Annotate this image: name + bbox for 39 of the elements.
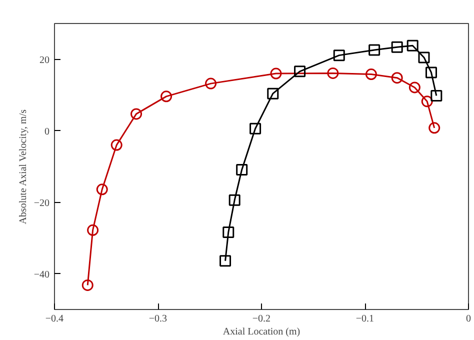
point bbox=[250, 122, 262, 134]
y-tick-label: −20 bbox=[34, 198, 50, 209]
y-axis-title: Absolute Axial Velocity, m/s bbox=[18, 109, 29, 224]
point bbox=[270, 68, 282, 80]
point bbox=[222, 226, 234, 238]
point bbox=[294, 66, 306, 78]
y-tick-label: 0 bbox=[44, 126, 50, 138]
y-tick-label: −40 bbox=[34, 269, 50, 280]
point bbox=[418, 52, 430, 64]
point bbox=[327, 67, 339, 79]
point bbox=[425, 66, 437, 78]
point bbox=[421, 96, 433, 108]
point bbox=[228, 194, 240, 206]
x-tick-label: −0.4 bbox=[45, 314, 64, 324]
point bbox=[428, 122, 440, 134]
point bbox=[87, 224, 99, 236]
point bbox=[205, 78, 217, 90]
point bbox=[333, 50, 345, 62]
point bbox=[96, 184, 108, 196]
point bbox=[406, 40, 418, 52]
x-tick-label: −0.1 bbox=[356, 314, 374, 324]
x-axis-title: Axial Location (m) bbox=[222, 326, 300, 338]
point bbox=[160, 90, 172, 102]
point bbox=[430, 90, 442, 102]
point bbox=[391, 41, 403, 53]
y-tick-label: 20 bbox=[40, 54, 50, 66]
point bbox=[220, 255, 232, 267]
x-tick-label: −0.2 bbox=[252, 314, 271, 324]
point bbox=[110, 139, 122, 151]
point bbox=[130, 108, 142, 120]
point bbox=[408, 82, 420, 94]
point bbox=[236, 164, 248, 176]
x-tick-label: 0 bbox=[466, 314, 471, 324]
point bbox=[365, 68, 377, 80]
point bbox=[391, 72, 403, 84]
point bbox=[267, 88, 279, 100]
point bbox=[82, 279, 94, 291]
x-tick-label: −0.3 bbox=[148, 314, 168, 324]
point bbox=[368, 44, 380, 56]
